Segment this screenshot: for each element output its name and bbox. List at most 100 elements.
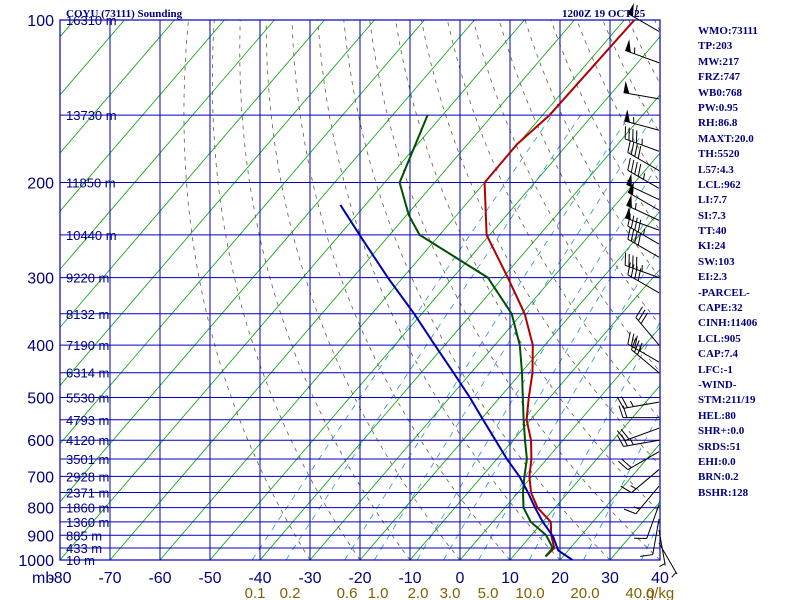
wind-barb-feather: [634, 266, 638, 279]
isotherm-line: [459, 326, 660, 560]
height-label: 885 m: [66, 528, 102, 543]
wind-barb-feather: [637, 146, 642, 159]
wind-barb-staff: [627, 343, 660, 363]
height-label: 4120 m: [66, 433, 109, 448]
wind-barb: [627, 226, 660, 258]
temperature-tick-label: -60: [148, 570, 171, 587]
wind-barb-feather: [621, 434, 628, 446]
stat-line: MW:217: [698, 55, 739, 68]
wind-barb-staff: [623, 439, 660, 447]
wind-barb-feather: [630, 333, 635, 347]
isotherm-line: [259, 94, 660, 560]
height-label: 3501 m: [66, 452, 109, 467]
wind-barb-half-feather: [629, 438, 634, 445]
temperature-tick-label: 30: [601, 570, 619, 587]
height-label: 5530 m: [66, 390, 109, 405]
wind-barb: [617, 434, 660, 447]
wind-barb-staff: [627, 225, 660, 245]
stat-line: -PARCEL-: [698, 286, 750, 299]
height-label: 1860 m: [66, 501, 109, 516]
pressure-tick-label: 200: [27, 176, 54, 193]
wind-barb: [627, 157, 660, 189]
wind-barb-feather: [620, 428, 630, 440]
wind-barb-half-feather: [629, 400, 634, 407]
wind-barb: [630, 337, 660, 374]
mixing-ratio-line: [251, 114, 553, 560]
wind-barb: [617, 396, 660, 409]
isotherm-line: [0, 20, 24, 560]
stat-line: SRDS:51: [698, 440, 741, 453]
isotherm-line: [60, 20, 175, 154]
dry-adiabat: [369, 20, 660, 560]
pressure-tick-label: 300: [27, 271, 54, 288]
wind-barb: [626, 194, 660, 221]
stat-line: WB0:768: [698, 86, 742, 99]
wind-barb-staff: [631, 349, 660, 374]
wind-barb-feather: [621, 458, 632, 469]
wind-barb-feather: [638, 309, 646, 321]
pressure-tick-label: 100: [27, 13, 54, 30]
isotherm-line: [359, 210, 660, 560]
stat-line: LFC:-1: [698, 363, 733, 376]
wind-barb-feather: [635, 306, 643, 318]
stat-line: MAXT:20.0: [698, 132, 754, 145]
wind-barb-feather: [637, 268, 642, 281]
stat-line: EHI:0.0: [698, 455, 736, 468]
wind-barb-pennant: [625, 39, 631, 53]
mixing-ratio-label: 1.0: [368, 585, 389, 600]
temperature-tick-label: 0: [456, 570, 465, 587]
wind-barb-staff: [658, 542, 678, 575]
wind-barb-pennant: [624, 109, 631, 123]
wind-barb-feather: [640, 554, 653, 557]
stat-line: BRN:0.2: [698, 471, 739, 484]
height-label: 11850 m: [66, 176, 116, 191]
wind-barb-staff: [627, 152, 660, 171]
stat-line: SW:103: [698, 255, 735, 268]
wind-barb-staff: [623, 92, 660, 100]
stat-line: RH:86.8: [698, 117, 738, 130]
wind-barb-staff: [631, 469, 660, 494]
height-label: 10 m: [66, 553, 95, 568]
wind-barb: [634, 504, 660, 540]
wind-barb-staff: [635, 317, 660, 346]
isotherm-line: [60, 20, 525, 560]
isotherm-line: [159, 20, 625, 560]
wind-barb: [623, 80, 660, 100]
wind-barb-feather: [634, 335, 638, 349]
mixing-ratio-label: 0.1: [245, 585, 266, 600]
height-label: 7190 m: [66, 338, 109, 353]
stat-line: TH:5520: [698, 148, 740, 161]
isotherm-line: [109, 20, 575, 560]
dry-adiabat: [395, 20, 660, 514]
mixing-ratio-line: [416, 160, 660, 560]
mixing-ratio-label: 10.0: [515, 585, 544, 600]
wind-barb-feather: [617, 435, 624, 447]
temperature-tick-label: -50: [198, 570, 221, 587]
wind-barb-staff: [627, 238, 660, 258]
temperature-tick-label: 40: [651, 570, 669, 587]
wind-barb-feather: [630, 337, 637, 350]
stat-line: CAP:7.4: [698, 348, 739, 361]
temperature-tick-label: -30: [298, 570, 321, 587]
isotherm-line: [60, 20, 375, 387]
wind-barb-half-feather: [659, 563, 666, 567]
wind-barb-feather: [634, 230, 638, 244]
temperature-tick-label: -40: [248, 570, 271, 587]
isotherm-line: [60, 20, 425, 445]
dry-adiabat: [211, 20, 361, 560]
wind-barb-feather: [627, 157, 631, 171]
wind-barb: [625, 39, 660, 64]
mixing-ratio-line: [374, 114, 655, 560]
pressure-tick-label: 800: [27, 501, 54, 518]
wind-barb-feather: [640, 312, 649, 324]
wind-barb-feather: [627, 226, 631, 240]
mixing-ratio-label: 3.0: [440, 585, 461, 600]
isotherm-line: [509, 384, 660, 560]
wind-barb: [627, 262, 660, 294]
pressure-tick-label: 900: [27, 528, 54, 545]
wind-barb-feather: [627, 213, 631, 227]
stat-line: SHR+:0.0: [698, 425, 745, 438]
wind-barb-half-feather: [630, 485, 637, 490]
stat-line: PW:0.95: [698, 101, 739, 114]
